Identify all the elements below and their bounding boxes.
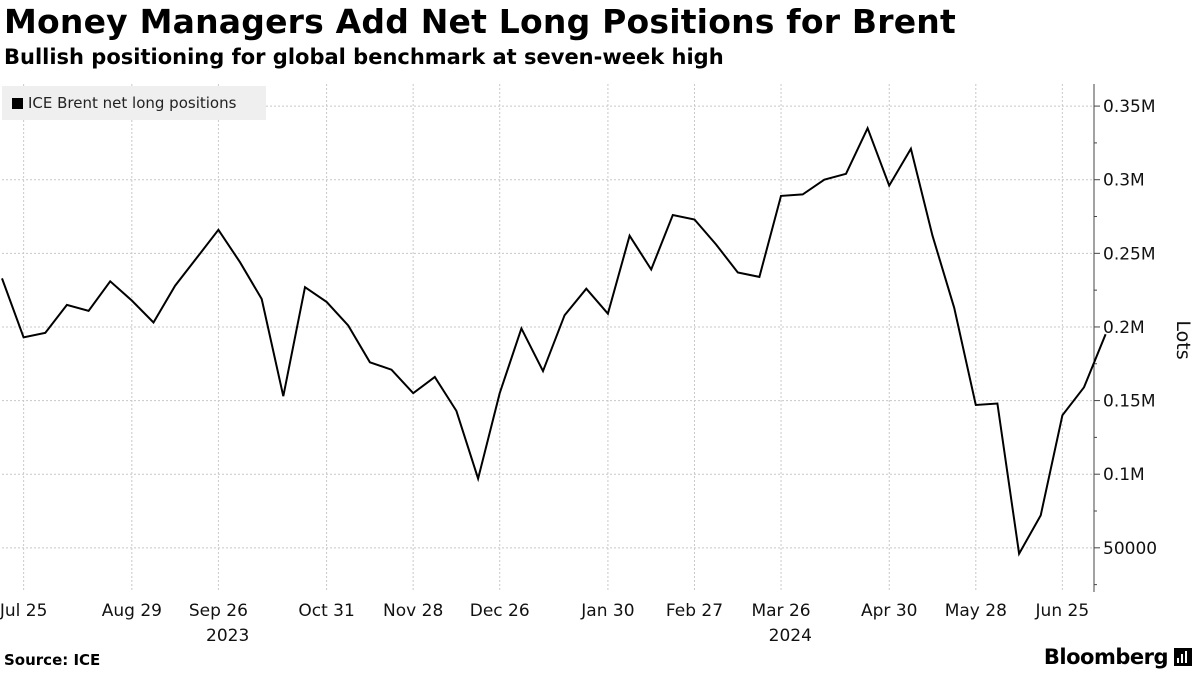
y-tick-label: 0.3M: [1103, 171, 1145, 191]
x-tick-label: Apr 30: [861, 601, 917, 621]
y-tick-label: 50000: [1103, 539, 1157, 559]
x-tick-label: Oct 31: [298, 601, 354, 621]
y-tick-label: 0.25M: [1103, 244, 1156, 264]
x-tick-label: Nov 28: [383, 601, 443, 621]
legend: ICE Brent net long positions: [2, 86, 266, 120]
x-year-label: 2023: [206, 626, 249, 646]
source-note: Source: ICE: [4, 651, 101, 669]
y-tick-label: 0.1M: [1103, 465, 1145, 485]
y-tick-label: 0.2M: [1103, 318, 1145, 338]
x-tick-label: Mar 26: [751, 601, 810, 621]
x-tick-label: Dec 26: [470, 601, 530, 621]
x-tick-labels: Jul 25 Aug 29 Sep 26 Oct 31 Nov 28 Dec 26 Jan …: [0, 601, 1089, 646]
x-tick-label: Jul 25: [0, 601, 47, 621]
x-tick-label: Sep 26: [189, 601, 248, 621]
legend-label: ICE Brent net long positions: [28, 94, 237, 112]
chart-title: Money Managers Add Net Long Positions fo…: [4, 2, 956, 41]
brand-logo: Bloomberg: [1044, 645, 1192, 669]
y-tick-labels: 50000 0.1M 0.15M 0.2M 0.25M 0.3M 0.35M: [1094, 97, 1157, 586]
series-line: [1, 125, 1107, 557]
chart-subtitle: Bullish positioning for global benchmark…: [4, 45, 724, 69]
y-axis-label: Lots: [1172, 320, 1194, 359]
brand-name: Bloomberg: [1043, 645, 1169, 669]
x-tick-label: Aug 29: [102, 601, 162, 621]
legend-swatch: [12, 97, 23, 109]
x-tick-label: Jun 25: [1035, 601, 1090, 621]
x-tick-label: Feb 27: [666, 601, 723, 621]
x-tick-label: May 28: [945, 601, 1007, 621]
y-tick-label: 0.35M: [1103, 97, 1156, 117]
x-year-label: 2024: [769, 626, 812, 646]
x-tick-label: Jan 30: [580, 601, 634, 621]
y-tick-label: 0.15M: [1103, 392, 1156, 412]
grid-lines: [2, 84, 1094, 592]
bloomberg-terminal-icon: [1174, 648, 1192, 666]
series-layer: [1, 125, 1107, 557]
